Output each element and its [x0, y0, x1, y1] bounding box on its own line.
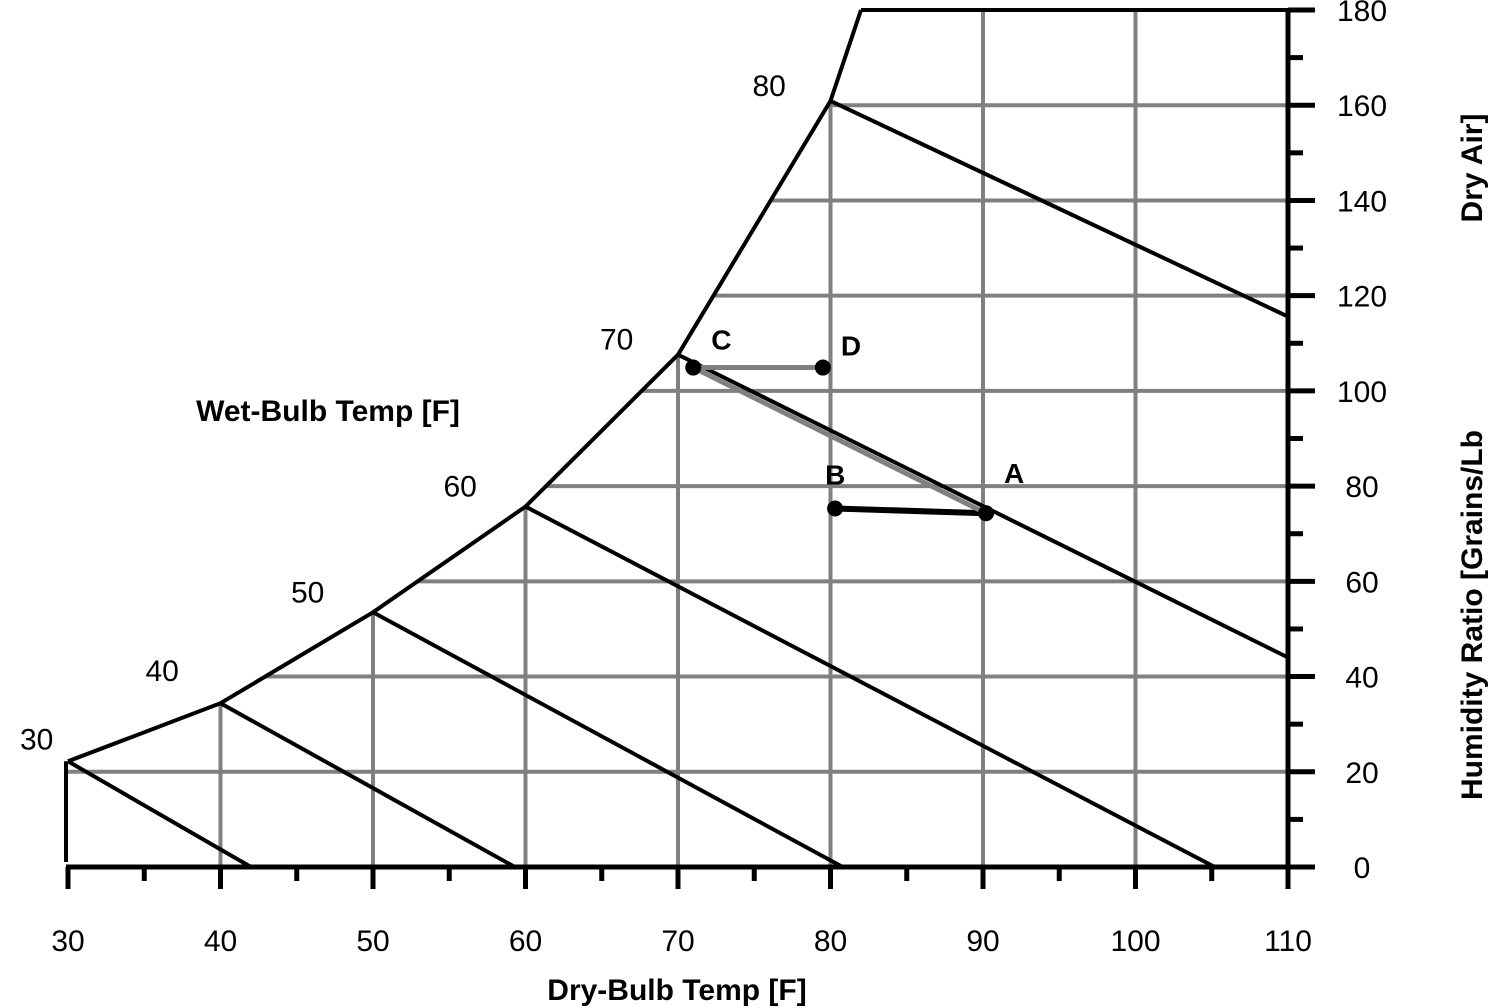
state-point-label-A: A: [1004, 458, 1024, 489]
axes: 30 40 50 60 70 80 90 100 110 0 20 40 60 80 100 120 140 16…: [51, 0, 1387, 958]
x-tick-label: 90: [966, 925, 999, 958]
x-tick-label: 100: [1110, 925, 1160, 958]
state-point-C: [685, 359, 702, 376]
state-point-A: [978, 505, 995, 522]
y-tick-label: 100: [1337, 376, 1387, 409]
grid: [68, 10, 1288, 867]
wet-bulb-label-60: 60: [444, 471, 477, 504]
y-tick-label: 60: [1345, 566, 1378, 599]
y-axis-title-line2: Dry Air]: [1456, 114, 1489, 223]
wet-bulb-line-40: [219, 701, 516, 869]
y-tick-label: 180: [1337, 0, 1387, 28]
wet-bulb-label-30: 30: [20, 723, 53, 756]
wet-bulb-line-80: [829, 99, 1289, 319]
wet-bulb-label-50: 50: [291, 576, 324, 609]
process-segment-AC: [692, 365, 988, 516]
x-tick-label: 70: [661, 925, 694, 958]
x-axis-title: Dry-Bulb Temp [F]: [547, 974, 806, 1007]
chart-lines: [64, 8, 1289, 869]
x-tick-label: 110: [1264, 925, 1312, 958]
wet-bulb-line-60: [524, 504, 1216, 869]
x-tick-label: 50: [356, 925, 389, 958]
state-point-label-C: C: [711, 325, 731, 356]
y-tick-label: 0: [1354, 852, 1371, 885]
labels: 30 40 50 60 70 80 A B C D: [20, 70, 1024, 756]
y-axis-title-line1: Humidity Ratio [Grains/Lb: [1456, 430, 1489, 800]
wet-bulb-line-50: [372, 610, 844, 869]
x-tick-label: 30: [51, 925, 84, 958]
y-tick-label: 160: [1337, 90, 1387, 123]
y-tick-label: 140: [1337, 185, 1387, 218]
y-tick-label: 80: [1345, 471, 1378, 504]
process-segment-AB: [834, 505, 987, 517]
wet-bulb-label-80: 80: [753, 70, 786, 103]
state-point-label-D: D: [841, 331, 861, 362]
x-tick-label: 60: [509, 925, 542, 958]
y-tick-label: 40: [1345, 662, 1378, 695]
y-tick-label: 20: [1345, 757, 1378, 790]
wet-bulb-label-70: 70: [600, 324, 633, 357]
x-tick-label: 40: [204, 925, 237, 958]
y-tick-label: 120: [1337, 281, 1387, 314]
state-point-B: [827, 500, 844, 517]
wet-bulb-line-30: [66, 759, 253, 869]
wet-bulb-label-40: 40: [146, 655, 179, 688]
state-point-D: [814, 359, 831, 376]
x-tick-label: 80: [814, 925, 847, 958]
state-point-label-B: B: [825, 459, 845, 490]
wet-bulb-axis-title: Wet-Bulb Temp [F]: [196, 395, 460, 428]
